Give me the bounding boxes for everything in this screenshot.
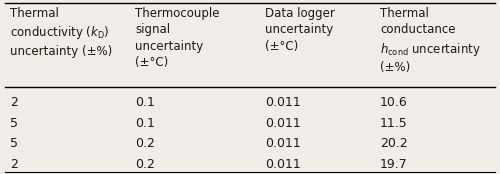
Text: 5: 5 <box>10 117 18 130</box>
Text: Thermal
conductance
$h_{\mathrm{cond}}$ uncertainty
(±%): Thermal conductance $h_{\mathrm{cond}}$ … <box>380 7 480 74</box>
Text: 0.011: 0.011 <box>265 137 301 151</box>
Text: 0.2: 0.2 <box>135 158 155 171</box>
Text: 10.6: 10.6 <box>380 96 408 109</box>
Text: 0.011: 0.011 <box>265 96 301 109</box>
Text: Thermal
conductivity ($k_{\mathrm{D}}$)
uncertainty (±%): Thermal conductivity ($k_{\mathrm{D}}$) … <box>10 7 112 58</box>
Text: 0.2: 0.2 <box>135 137 155 151</box>
Text: 0.1: 0.1 <box>135 117 155 130</box>
Text: 5: 5 <box>10 137 18 151</box>
Text: 0.011: 0.011 <box>265 117 301 130</box>
Text: Data logger
uncertainty
(±°C): Data logger uncertainty (±°C) <box>265 7 335 53</box>
Text: 20.2: 20.2 <box>380 137 408 151</box>
Text: 11.5: 11.5 <box>380 117 408 130</box>
Text: 2: 2 <box>10 158 18 171</box>
Text: 0.011: 0.011 <box>265 158 301 171</box>
Text: 2: 2 <box>10 96 18 109</box>
Text: 0.1: 0.1 <box>135 96 155 109</box>
Text: 19.7: 19.7 <box>380 158 408 171</box>
Text: Thermocouple
signal
uncertainty
(±°C): Thermocouple signal uncertainty (±°C) <box>135 7 220 69</box>
